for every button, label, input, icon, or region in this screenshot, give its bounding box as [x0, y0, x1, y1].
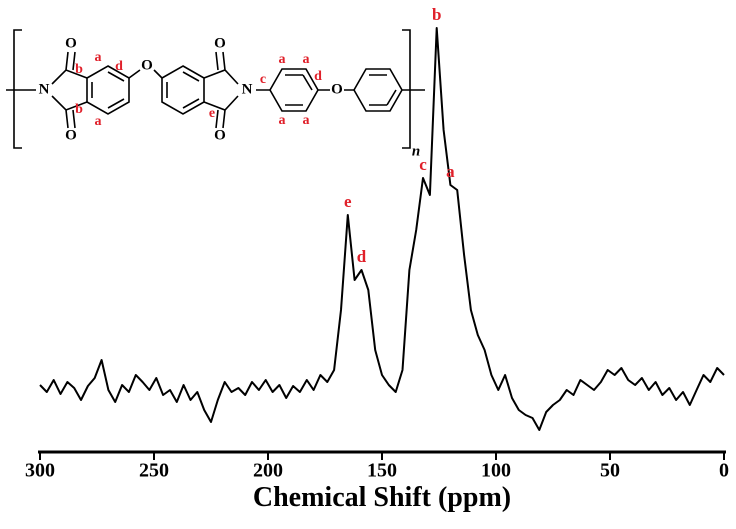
atom-label: O [65, 35, 77, 51]
x-tick-label: 200 [253, 460, 283, 482]
x-tick-label: 0 [719, 460, 729, 482]
bracket [13, 29, 411, 149]
carbon-label: a [279, 113, 286, 128]
x-tick-label: 150 [367, 460, 397, 482]
bonds [128, 69, 163, 79]
carbon-label: a [303, 113, 310, 128]
carbon-label: d [115, 59, 123, 74]
bonds [203, 51, 270, 129]
ring [353, 68, 425, 112]
carbon-label: a [95, 114, 102, 129]
atom-label: O [331, 81, 343, 97]
x-tick-label: 300 [25, 460, 55, 482]
atom-label: O [65, 127, 77, 143]
peak-label: a [446, 162, 455, 181]
bonds [6, 51, 88, 129]
repeat-unit-label: n [412, 143, 420, 159]
spectrum-line [39, 27, 725, 431]
x-tick-label: 50 [600, 460, 620, 482]
atom-label: N [39, 81, 50, 97]
carbon-label: b [75, 102, 83, 117]
atom-label: O [214, 127, 226, 143]
carbon-label: b [75, 62, 83, 77]
carbon-label: c [260, 72, 266, 87]
carbon-label: a [279, 52, 286, 67]
atom-label: O [214, 35, 226, 51]
ring [161, 65, 205, 115]
carbon-label: a [303, 52, 310, 67]
atom-label: N [242, 81, 253, 97]
x-tick-label: 250 [139, 460, 169, 482]
x-axis-title: Chemical Shift (ppm) [253, 482, 511, 513]
ring [86, 65, 130, 115]
carbon-label: e [209, 106, 215, 121]
ring [269, 68, 319, 112]
carbon-label: a [95, 50, 102, 65]
atom-label: O [141, 57, 153, 73]
peak-label: d [357, 247, 367, 266]
peak-label: c [419, 155, 427, 174]
peak-label: b [432, 5, 441, 24]
x-tick-label: 100 [481, 460, 511, 482]
peak-label: e [344, 192, 352, 211]
carbon-label: d [314, 69, 322, 84]
chemical-structure: N O O b b a a d O O O N e c a a a a d O … [6, 29, 425, 159]
